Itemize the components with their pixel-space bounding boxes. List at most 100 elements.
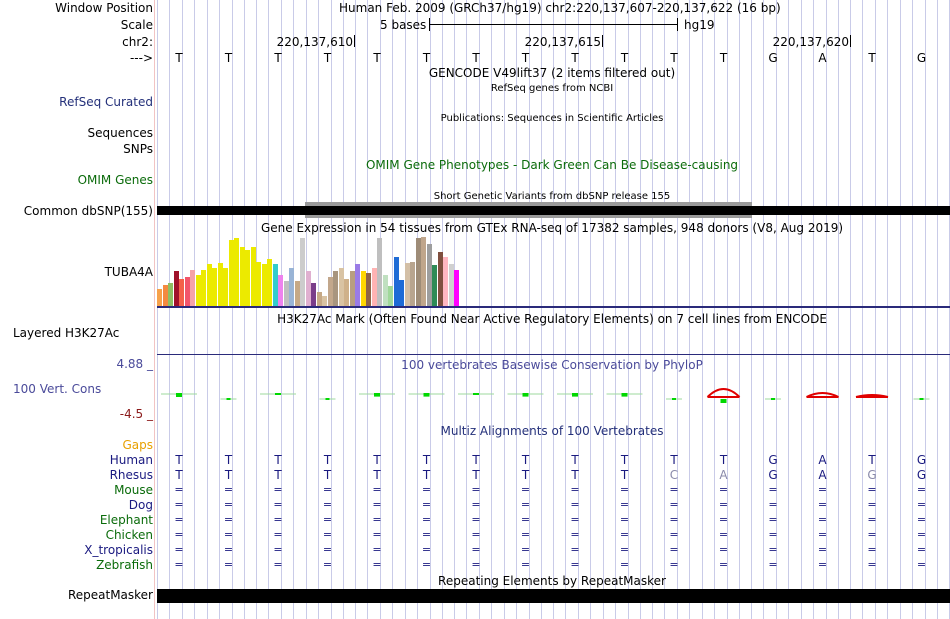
gtex-tissue-bar[interactable]: [212, 267, 217, 306]
gtex-tissue-bar[interactable]: [223, 267, 228, 306]
multiz-match-mark: =: [570, 483, 580, 496]
gtex-tissue-bar[interactable]: [437, 252, 443, 306]
publications-track-subtitle: Publications: Sequences in Scientific Ar…: [440, 113, 664, 124]
multiz-match-mark: =: [520, 528, 531, 541]
gtex-tissue-bar[interactable]: [272, 264, 278, 306]
h3k27ac-track-title[interactable]: H3K27Ac Mark (Often Found Near Active Re…: [277, 312, 827, 326]
gtex-track-title[interactable]: Gene Expression in 54 tissues from GTEx …: [260, 221, 844, 235]
phylop-plot[interactable]: [157, 374, 950, 418]
gtex-tissue-bar[interactable]: [415, 238, 421, 306]
multiz-match-mark: =: [718, 558, 729, 571]
gtex-tissue-bar[interactable]: [421, 237, 426, 306]
gtex-tissue-bar[interactable]: [162, 285, 168, 306]
repeatmasker-track-title[interactable]: Repeating Elements by RepeatMasker: [438, 574, 666, 588]
gtex-tissue-bar[interactable]: [157, 288, 162, 306]
gtex-tissue-bar[interactable]: [322, 295, 327, 306]
repeatmasker-label[interactable]: RepeatMasker: [67, 588, 153, 602]
gridline: [182, 0, 183, 619]
gridline: [268, 0, 269, 619]
snps-label[interactable]: SNPs: [123, 142, 153, 156]
gtex-tissue-bar[interactable]: [168, 282, 173, 306]
h3k27ac-label[interactable]: Layered H3K27Ac: [13, 326, 120, 340]
gtex-tissue-bar[interactable]: [261, 264, 267, 306]
gtex-tissue-bar[interactable]: [399, 280, 404, 306]
gtex-tissue-bar[interactable]: [327, 276, 333, 306]
gtex-tissue-bar[interactable]: [300, 238, 305, 306]
gtex-tissue-bar[interactable]: [382, 274, 388, 306]
gtex-tissue-bar[interactable]: [371, 267, 377, 306]
multiz-base: T: [472, 468, 480, 482]
multiz-match-mark: =: [867, 543, 877, 556]
gtex-tissue-bar[interactable]: [366, 273, 371, 306]
gtex-tissue-bar[interactable]: [289, 267, 294, 306]
gtex-tissue-bar[interactable]: [388, 286, 393, 306]
gtex-tissue-bar[interactable]: [239, 246, 245, 306]
gtex-tissue-bar[interactable]: [454, 269, 459, 306]
gtex-tissue-bar[interactable]: [217, 262, 223, 306]
gtex-tissue-bar[interactable]: [393, 257, 399, 306]
omim-track-title[interactable]: OMIM Gene Phenotypes - Dark Green Can Be…: [365, 158, 739, 172]
gtex-tissue-bar[interactable]: [316, 292, 322, 306]
gtex-tissue-bar[interactable]: [234, 238, 239, 306]
gtex-tissue-bar[interactable]: [349, 271, 355, 306]
multiz-species-label[interactable]: Human: [109, 453, 153, 467]
refseq-label[interactable]: RefSeq Curated: [59, 95, 153, 109]
multiz-species-label[interactable]: Dog: [128, 498, 153, 512]
gtex-tissue-bar[interactable]: [267, 259, 272, 306]
gtex-tissue-bar[interactable]: [184, 276, 190, 306]
gtex-tissue-bar[interactable]: [256, 261, 261, 306]
multiz-match-mark: =: [768, 528, 778, 541]
gtex-tissue-bar[interactable]: [344, 279, 349, 306]
gtex-tissue-bar[interactable]: [360, 271, 366, 306]
gtex-tissue-bar[interactable]: [245, 250, 250, 306]
gtex-tissue-bar[interactable]: [311, 282, 316, 306]
gencode-track-title[interactable]: GENCODE V49lift37 (2 items filtered out): [428, 66, 676, 80]
dbsnp-label[interactable]: Common dbSNP(155): [23, 204, 153, 218]
gtex-tissue-bar[interactable]: [228, 239, 234, 306]
gaps-label[interactable]: Gaps: [122, 438, 153, 452]
multiz-species-label[interactable]: Rhesus: [109, 468, 153, 482]
gtex-tissue-bar[interactable]: [283, 280, 289, 306]
repeatmasker-element-bar[interactable]: [157, 589, 950, 603]
reference-base: T: [373, 51, 381, 65]
multiz-match-mark: =: [817, 513, 828, 526]
scale-label: Scale: [120, 18, 153, 32]
multiz-species-label[interactable]: Zebrafish: [96, 558, 153, 572]
gtex-tissue-bar[interactable]: [305, 271, 311, 306]
gtex-tissue-bar[interactable]: [426, 244, 432, 306]
multiz-track-title[interactable]: Multiz Alignments of 100 Vertebrates: [440, 424, 664, 438]
gtex-tissue-bar[interactable]: [294, 280, 300, 306]
gtex-tissue-bar[interactable]: [404, 262, 410, 306]
gtex-tissue-bar[interactable]: [206, 264, 212, 306]
scale-bar-left-tick: [429, 18, 430, 31]
gtex-tissue-bar[interactable]: [410, 261, 415, 306]
gtex-tissue-bar[interactable]: [201, 269, 206, 306]
gtex-tissue-bar[interactable]: [195, 274, 201, 306]
gtex-gene-label[interactable]: TUBA4A: [104, 265, 153, 279]
gtex-tissue-bar[interactable]: [448, 264, 454, 306]
multiz-species-label[interactable]: X_tropicalis: [84, 543, 153, 557]
phylop-label[interactable]: 100 Vert. Cons: [13, 382, 102, 396]
multiz-species-label[interactable]: Chicken: [105, 528, 153, 542]
gtex-tissue-bar[interactable]: [338, 267, 344, 306]
gtex-tissue-bar[interactable]: [173, 271, 179, 306]
gtex-tissue-bar[interactable]: [432, 265, 437, 306]
gtex-tissue-bar[interactable]: [443, 257, 448, 306]
gtex-tissue-bar[interactable]: [355, 264, 360, 306]
gtex-bar-chart[interactable]: [157, 235, 537, 306]
multiz-species-label[interactable]: Elephant: [99, 513, 153, 527]
gtex-tissue-bar[interactable]: [190, 269, 195, 306]
multiz-species-label[interactable]: Mouse: [114, 483, 153, 497]
h3k27ac-baseline: [157, 354, 950, 355]
gtex-tissue-bar[interactable]: [250, 246, 256, 306]
gridline: [887, 0, 888, 619]
dbsnp-variant-bar[interactable]: [157, 206, 950, 215]
omim-label[interactable]: OMIM Genes: [77, 173, 153, 187]
phylop-track-title[interactable]: 100 vertebrates Basewise Conservation by…: [401, 358, 703, 372]
gtex-tissue-bar[interactable]: [333, 271, 338, 306]
gtex-tissue-bar[interactable]: [377, 238, 382, 306]
multiz-base: T: [373, 468, 381, 482]
sequences-label[interactable]: Sequences: [87, 126, 153, 140]
gtex-tissue-bar[interactable]: [179, 279, 184, 306]
gtex-tissue-bar[interactable]: [278, 274, 283, 306]
